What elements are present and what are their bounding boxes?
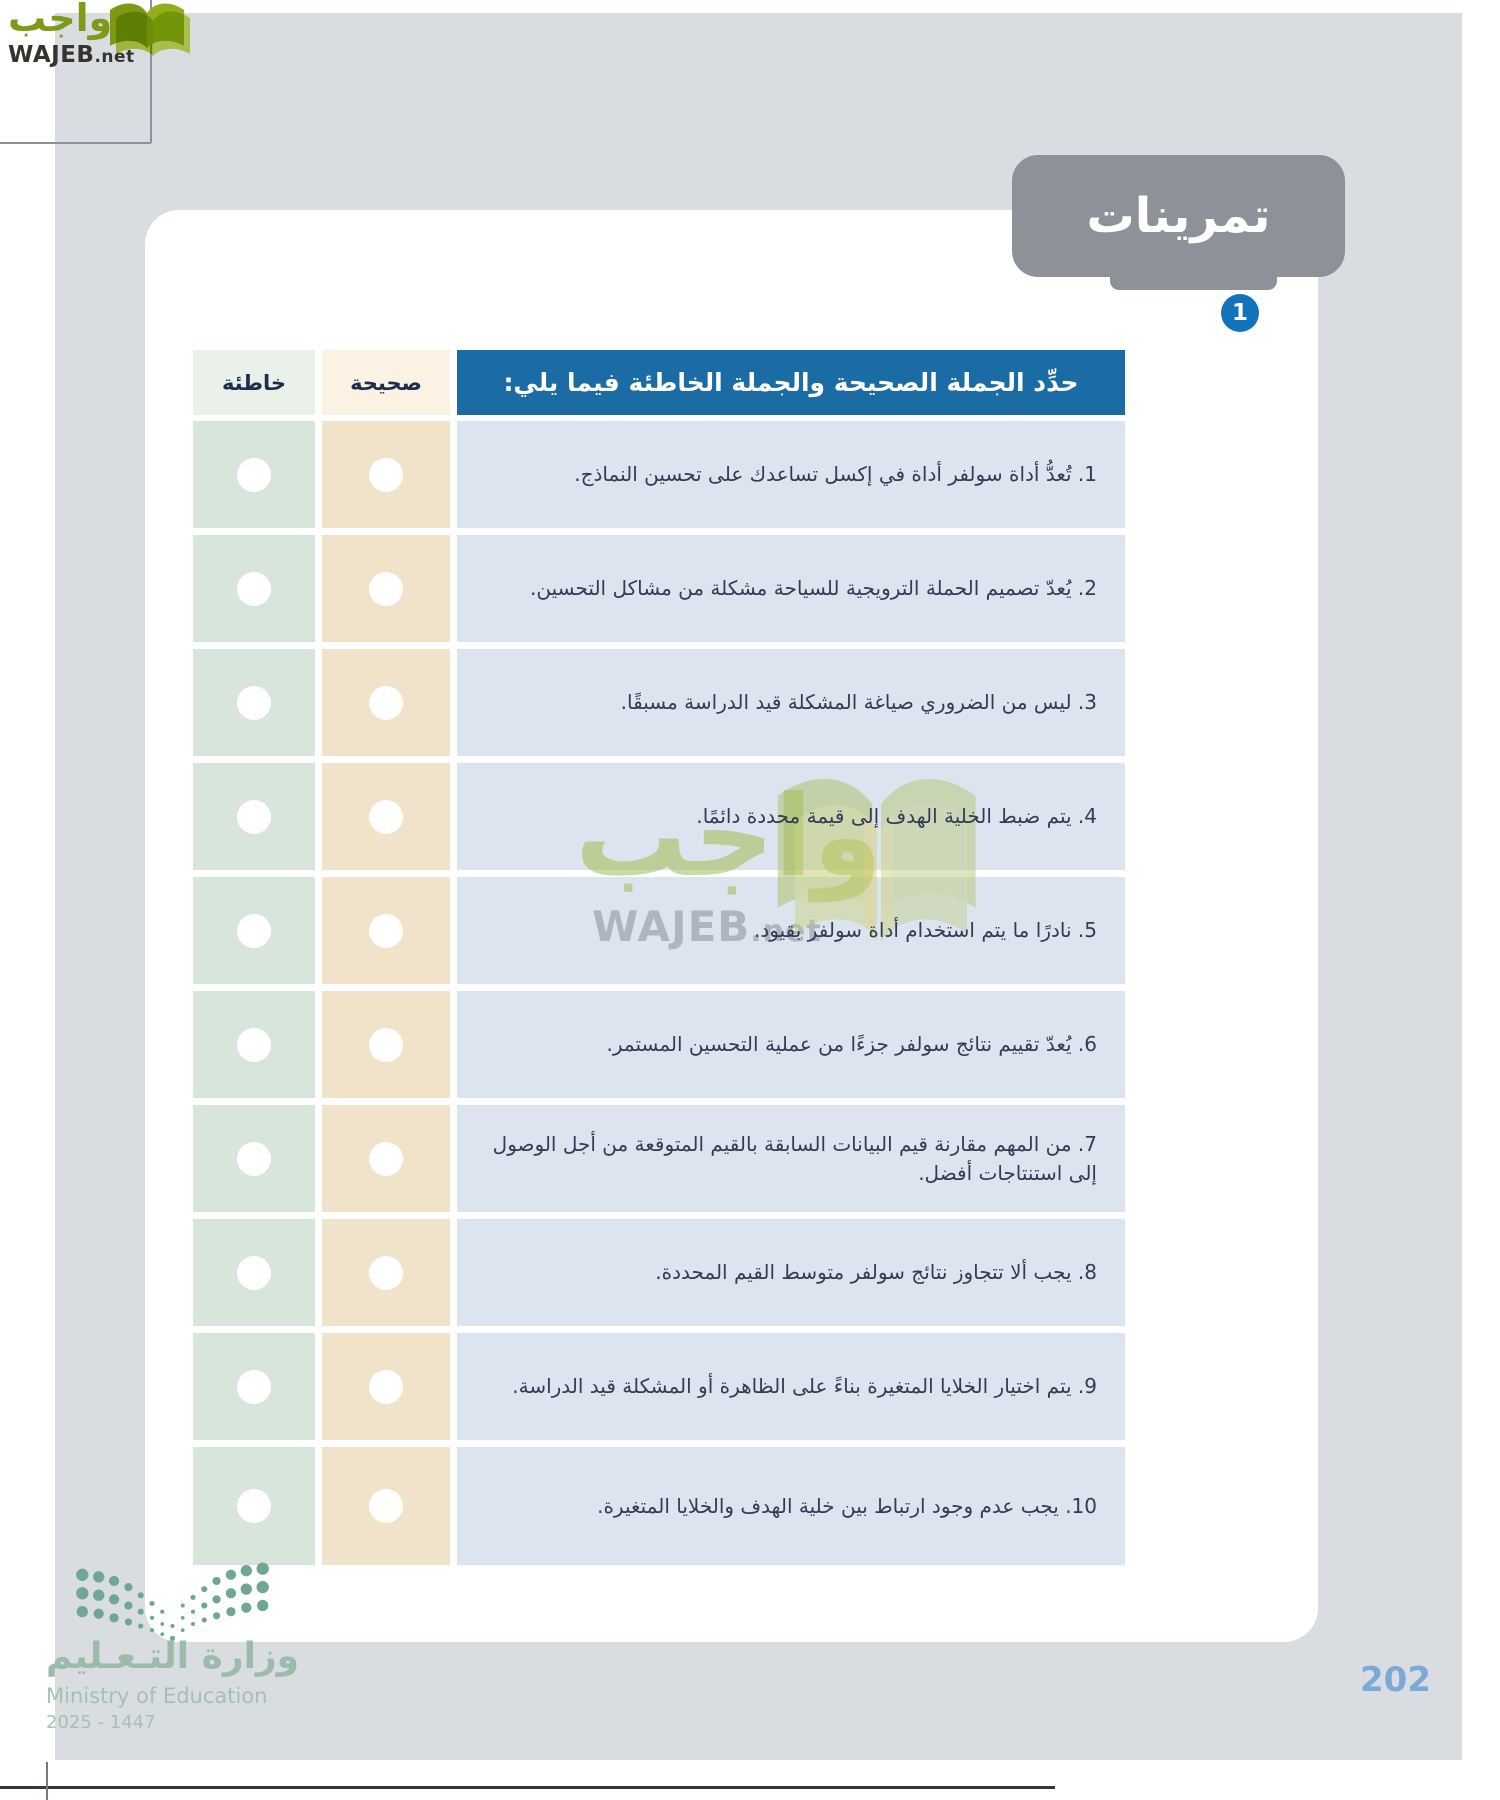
correct-radio[interactable] <box>369 571 403 606</box>
ministry-name-arabic: وزارة التـعـليم <box>46 1636 300 1677</box>
correct-option-cell <box>322 1333 450 1440</box>
statement-text: 1. تُعدُّ أداة سولفر أداة في إكسل تساعدك… <box>574 462 1097 486</box>
wrong-option-cell <box>193 763 315 870</box>
wrong-radio[interactable] <box>237 913 271 948</box>
wrong-radio[interactable] <box>237 457 271 492</box>
wrong-option-cell <box>193 1447 315 1565</box>
exercises-header: تمرينات <box>1012 155 1345 277</box>
statement-column-header: حدِّد الجملة الصحيحة والجملة الخاطئة فيم… <box>457 350 1125 415</box>
correct-option-cell <box>322 1447 450 1565</box>
wrong-radio[interactable] <box>237 571 271 606</box>
statement-cell: 6. يُعدّ تقييم نتائج سولفر جزءًا من عملي… <box>457 991 1125 1098</box>
correct-radio[interactable] <box>369 1489 403 1523</box>
table-row: 10. يجب عدم وجود ارتباط بين خلية الهدف و… <box>193 1447 1125 1565</box>
statement-cell: 4. يتم ضبط الخلية الهدف إلى قيمة محددة د… <box>457 763 1125 870</box>
crop-mark-vertical <box>150 0 152 143</box>
crop-mark-horizontal <box>0 142 151 144</box>
wajeb-logo-tld: .net <box>94 47 135 67</box>
correct-radio[interactable] <box>369 457 403 492</box>
correct-option-cell <box>322 991 450 1098</box>
wrong-radio[interactable] <box>237 1489 271 1523</box>
correct-radio[interactable] <box>369 1141 403 1176</box>
statement-text: 2. يُعدّ تصميم الحملة الترويجية للسياحة … <box>530 576 1097 600</box>
wajeb-logo-latin: WAJEB.net <box>8 42 135 68</box>
statement-cell: 10. يجب عدم وجود ارتباط بين خلية الهدف و… <box>457 1447 1125 1565</box>
wrong-radio[interactable] <box>237 1141 271 1176</box>
correct-option-cell <box>322 421 450 528</box>
exercises-header-tab <box>1110 276 1277 290</box>
correct-radio[interactable] <box>369 799 403 834</box>
statement-text: 6. يُعدّ تقييم نتائج سولفر جزءًا من عملي… <box>606 1032 1097 1056</box>
statement-text: 4. يتم ضبط الخلية الهدف إلى قيمة محددة د… <box>696 804 1097 828</box>
statement-cell: 2. يُعدّ تصميم الحملة الترويجية للسياحة … <box>457 535 1125 642</box>
correct-radio[interactable] <box>369 1369 403 1404</box>
statement-text: 7. من المهم مقارنة قيم البيانات السابقة … <box>492 1131 1097 1185</box>
correct-option-cell <box>322 763 450 870</box>
page-number: 202 <box>1360 1660 1431 1700</box>
correct-radio[interactable] <box>369 1027 403 1062</box>
wajeb-logo: واجب WAJEB.net <box>8 0 198 68</box>
ministry-years: 2025 - 1447 <box>46 1712 156 1733</box>
exercise-number-badge: 1 <box>1221 294 1259 332</box>
correct-option-cell <box>322 1219 450 1326</box>
table-row: 6. يُعدّ تقييم نتائج سولفر جزءًا من عملي… <box>193 991 1125 1098</box>
correct-radio[interactable] <box>369 913 403 948</box>
statement-cell: 9. يتم اختيار الخلايا المتغيرة بناءً على… <box>457 1333 1125 1440</box>
table-row: 7. من المهم مقارنة قيم البيانات السابقة … <box>193 1105 1125 1212</box>
wrong-option-cell <box>193 649 315 756</box>
wrong-option-cell <box>193 421 315 528</box>
wrong-radio[interactable] <box>237 1027 271 1062</box>
bottom-crop-mark <box>46 1762 48 1800</box>
statement-text: 8. يجب ألا تتجاوز نتائج سولفر متوسط القي… <box>655 1260 1097 1284</box>
table-row: 3. ليس من الضروري صياغة المشكلة قيد الدر… <box>193 649 1125 756</box>
exercise-table: خاطئة صحيحة حدِّد الجملة الصحيحة والجملة… <box>193 350 1125 1565</box>
table-row: 2. يُعدّ تصميم الحملة الترويجية للسياحة … <box>193 535 1125 642</box>
wrong-option-cell <box>193 877 315 984</box>
correct-radio[interactable] <box>369 1255 403 1290</box>
correct-option-cell <box>322 877 450 984</box>
statement-cell: 1. تُعدُّ أداة سولفر أداة في إكسل تساعدك… <box>457 421 1125 528</box>
correct-column-label: صحيحة <box>350 370 422 395</box>
statement-text: 9. يتم اختيار الخلايا المتغيرة بناءً على… <box>512 1374 1097 1398</box>
open-book-icon <box>110 3 190 57</box>
statement-text: 10. يجب عدم وجود ارتباط بين خلية الهدف و… <box>597 1493 1097 1518</box>
table-row: 8. يجب ألا تتجاوز نتائج سولفر متوسط القي… <box>193 1219 1125 1326</box>
wajeb-logo-latin-name: WAJEB <box>8 42 95 68</box>
correct-option-cell <box>322 649 450 756</box>
wrong-option-cell <box>193 1219 315 1326</box>
wrong-radio[interactable] <box>237 1255 271 1290</box>
table-row: 4. يتم ضبط الخلية الهدف إلى قيمة محددة د… <box>193 763 1125 870</box>
wrong-column-label: خاطئة <box>221 370 287 395</box>
wrong-option-cell <box>193 535 315 642</box>
table-row: 1. تُعدُّ أداة سولفر أداة في إكسل تساعدك… <box>193 421 1125 528</box>
table-title: حدِّد الجملة الصحيحة والجملة الخاطئة فيم… <box>503 368 1079 397</box>
wrong-column-header: خاطئة <box>193 350 315 415</box>
wrong-option-cell <box>193 991 315 1098</box>
table-header-row: خاطئة صحيحة حدِّد الجملة الصحيحة والجملة… <box>193 350 1125 415</box>
statement-text: 3. ليس من الضروري صياغة المشكلة قيد الدر… <box>620 690 1097 714</box>
table-row: 5. نادرًا ما يتم استخدام أداة سولفر بقيو… <box>193 877 1125 984</box>
statement-text: 5. نادرًا ما يتم استخدام أداة سولفر بقيو… <box>754 918 1097 942</box>
statement-cell: 3. ليس من الضروري صياغة المشكلة قيد الدر… <box>457 649 1125 756</box>
statement-cell: 8. يجب ألا تتجاوز نتائج سولفر متوسط القي… <box>457 1219 1125 1326</box>
wrong-radio[interactable] <box>237 685 271 720</box>
ministry-of-education-logo <box>76 1562 269 1641</box>
correct-column-header: صحيحة <box>322 350 450 415</box>
ministry-name-english: Ministry of Education <box>46 1684 268 1708</box>
bottom-rule <box>0 1786 1055 1789</box>
table-row: 9. يتم اختيار الخلايا المتغيرة بناءً على… <box>193 1333 1125 1440</box>
wrong-option-cell <box>193 1333 315 1440</box>
correct-option-cell <box>322 1105 450 1212</box>
wrong-radio[interactable] <box>237 799 271 834</box>
statement-cell: 7. من المهم مقارنة قيم البيانات السابقة … <box>457 1105 1125 1212</box>
correct-option-cell <box>322 535 450 642</box>
wajeb-logo-arabic: واجب <box>8 0 113 40</box>
statement-cell: 5. نادرًا ما يتم استخدام أداة سولفر بقيو… <box>457 877 1125 984</box>
wrong-radio[interactable] <box>237 1369 271 1404</box>
wrong-option-cell <box>193 1105 315 1212</box>
correct-radio[interactable] <box>369 685 403 720</box>
